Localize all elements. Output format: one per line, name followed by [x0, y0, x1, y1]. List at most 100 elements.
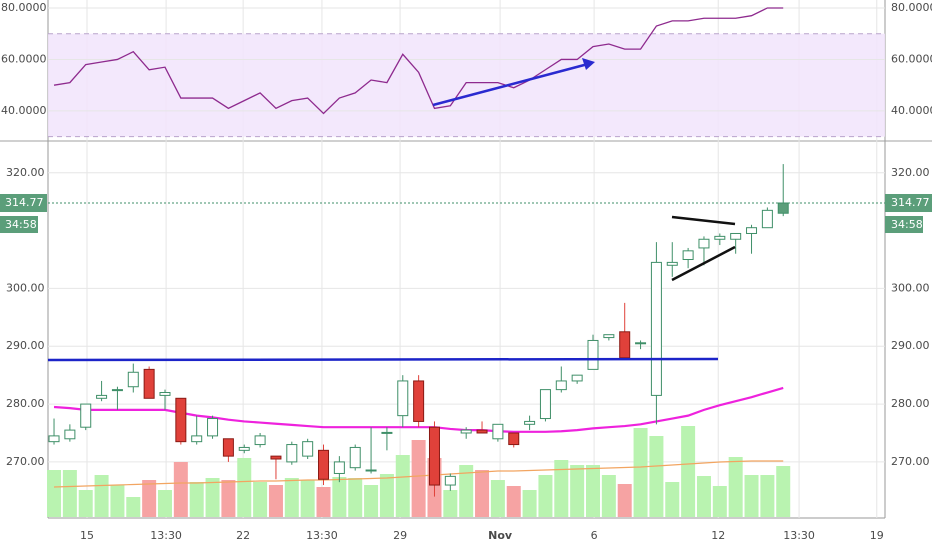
volume-bar	[744, 475, 759, 517]
volume-bar	[110, 485, 125, 517]
y-tick-label: 80.0000	[891, 1, 932, 14]
x-tick-label: 13:30	[150, 529, 182, 542]
candle-body	[191, 435, 203, 443]
volume-bar	[586, 465, 601, 517]
volume-bar	[78, 490, 93, 517]
candle-body	[714, 235, 726, 240]
candle-body	[476, 429, 488, 434]
countdown-text: 34:58	[891, 218, 923, 231]
candle-body	[222, 438, 234, 457]
x-tick-label: 13:30	[306, 529, 338, 542]
candle-body	[64, 429, 76, 440]
volume-bar	[379, 474, 394, 517]
volume-bar	[554, 460, 569, 517]
candle-body	[539, 389, 551, 420]
volume-bar	[395, 455, 410, 517]
candle-body	[444, 475, 456, 486]
volume-bar	[649, 436, 664, 517]
candle-body	[650, 261, 662, 396]
y-tick-label: 290.00	[891, 339, 930, 352]
volume-bar	[712, 486, 727, 517]
candle-body	[254, 435, 266, 446]
candle-body	[730, 232, 742, 240]
y-tick-label: 40.0000	[1, 104, 47, 117]
volume-bar	[506, 486, 521, 517]
volume-bar	[459, 465, 474, 517]
candle-body	[619, 331, 631, 359]
candle-body	[365, 469, 377, 472]
candle-body	[761, 209, 773, 229]
volume-bar	[475, 470, 490, 517]
x-tick-label: 13:30	[783, 529, 815, 542]
volume-bar	[237, 458, 252, 517]
candle-body	[96, 394, 108, 399]
y-tick-label: 40.0000	[891, 104, 932, 117]
candle-body	[48, 435, 60, 443]
candle-body	[349, 446, 361, 469]
candle-body	[175, 397, 187, 443]
candle-body	[460, 429, 472, 434]
volume-bar	[300, 480, 315, 517]
candle-body	[143, 368, 155, 399]
volume-bar	[617, 484, 632, 517]
volume-bar	[538, 475, 553, 517]
candle-body	[286, 444, 298, 463]
volume-bar	[205, 478, 220, 517]
volume-bar	[348, 478, 363, 517]
candle-body	[555, 380, 567, 391]
volume-bar	[696, 476, 711, 517]
volume-bar	[601, 475, 616, 517]
volume-ma	[54, 460, 784, 488]
candle-body	[746, 227, 758, 234]
countdown-badge	[885, 216, 923, 234]
x-tick-label: 6	[591, 529, 598, 542]
volume-bar	[253, 482, 268, 517]
resistance-line	[47, 357, 719, 362]
volume-bar	[268, 485, 283, 517]
x-tick-label: 29	[393, 529, 407, 542]
volume-bar	[411, 440, 426, 517]
candle-body	[413, 380, 425, 422]
y-tick-label: 320.00	[891, 166, 930, 179]
candle-body	[381, 431, 393, 434]
volume-bar	[316, 487, 331, 517]
y-tick-label: 300.00	[6, 281, 45, 294]
y-tick-label: 300.00	[891, 281, 930, 294]
volume-bar	[570, 465, 585, 517]
rsi-line	[53, 7, 784, 115]
volume-bar	[665, 482, 680, 517]
candle-body	[571, 374, 583, 382]
x-tick-label: Nov	[488, 529, 513, 542]
countdown-text: 34:58	[5, 218, 37, 231]
y-tick-label: 270.00	[891, 455, 930, 468]
volume-bar	[221, 480, 236, 517]
candle-body	[111, 389, 123, 392]
x-tick-label: 15	[80, 529, 94, 542]
y-tick-label: 290.00	[6, 339, 45, 352]
candle-body	[318, 449, 330, 480]
volume-bar	[490, 480, 505, 517]
volume-bar	[157, 490, 172, 517]
candle-body	[333, 461, 345, 474]
y-tick-label: 270.00	[6, 455, 45, 468]
rsi-arrowhead	[582, 58, 595, 70]
y-tick-label: 280.00	[891, 397, 930, 410]
candle-body	[698, 238, 710, 249]
volume-bar	[522, 490, 537, 517]
volume-bar	[332, 477, 347, 517]
volume-bar	[189, 482, 204, 517]
candle-body	[777, 202, 789, 214]
x-tick-label: 19	[870, 529, 884, 542]
volume-bar	[94, 475, 109, 517]
countdown-badge	[0, 216, 38, 234]
volume-bar	[126, 497, 141, 517]
candle-body	[302, 441, 314, 457]
volume-bar	[142, 480, 157, 517]
y-tick-label: 80.0000	[1, 1, 47, 14]
candle-body	[587, 339, 599, 370]
volume-bar	[47, 470, 62, 517]
volume-bar	[173, 462, 188, 517]
candle-body	[428, 426, 440, 486]
